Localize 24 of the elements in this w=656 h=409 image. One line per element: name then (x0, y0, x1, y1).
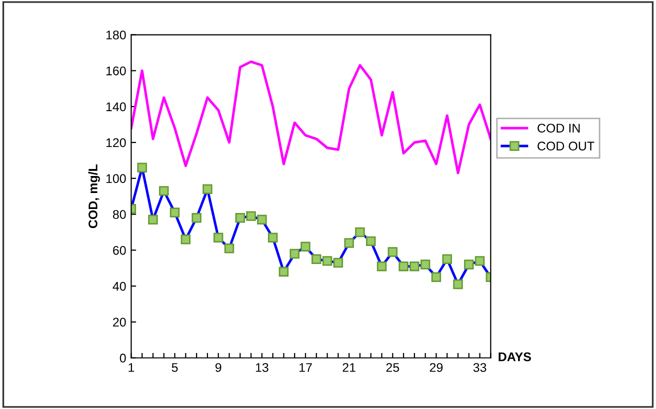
y-tick-label: 180 (106, 30, 126, 40)
x-tick-label: 5 (172, 363, 178, 372)
y-tick-label: 140 (106, 102, 126, 112)
y-tick-label: 20 (113, 318, 126, 327)
x-tick-label: 29 (430, 363, 443, 372)
y-tick-label: 120 (106, 138, 126, 148)
y-tick-label: 160 (106, 66, 126, 76)
x-tick-label: 21 (342, 363, 356, 372)
y-tick-label: 80 (112, 210, 126, 219)
y-tick-label: 60 (113, 246, 126, 255)
x-tick-label: 33 (473, 363, 486, 372)
x-tick-label: 1 (128, 363, 134, 372)
y-tick-label: 0 (120, 354, 126, 363)
legend-label: COD OUT (538, 142, 594, 150)
y-tick-label: 40 (112, 282, 126, 291)
x-tick-label: 13 (256, 363, 268, 372)
legend-label: COD IN (538, 124, 580, 133)
y-axis-title: COD, mg/L (88, 164, 100, 228)
x-tick-label: 9 (215, 363, 222, 372)
y-tick-label: 100 (106, 174, 126, 184)
x-axis-title: DAYS (498, 352, 531, 362)
x-tick-label: 17 (300, 363, 312, 372)
x-tick-label: 25 (386, 363, 400, 372)
line-series (131, 60, 491, 174)
